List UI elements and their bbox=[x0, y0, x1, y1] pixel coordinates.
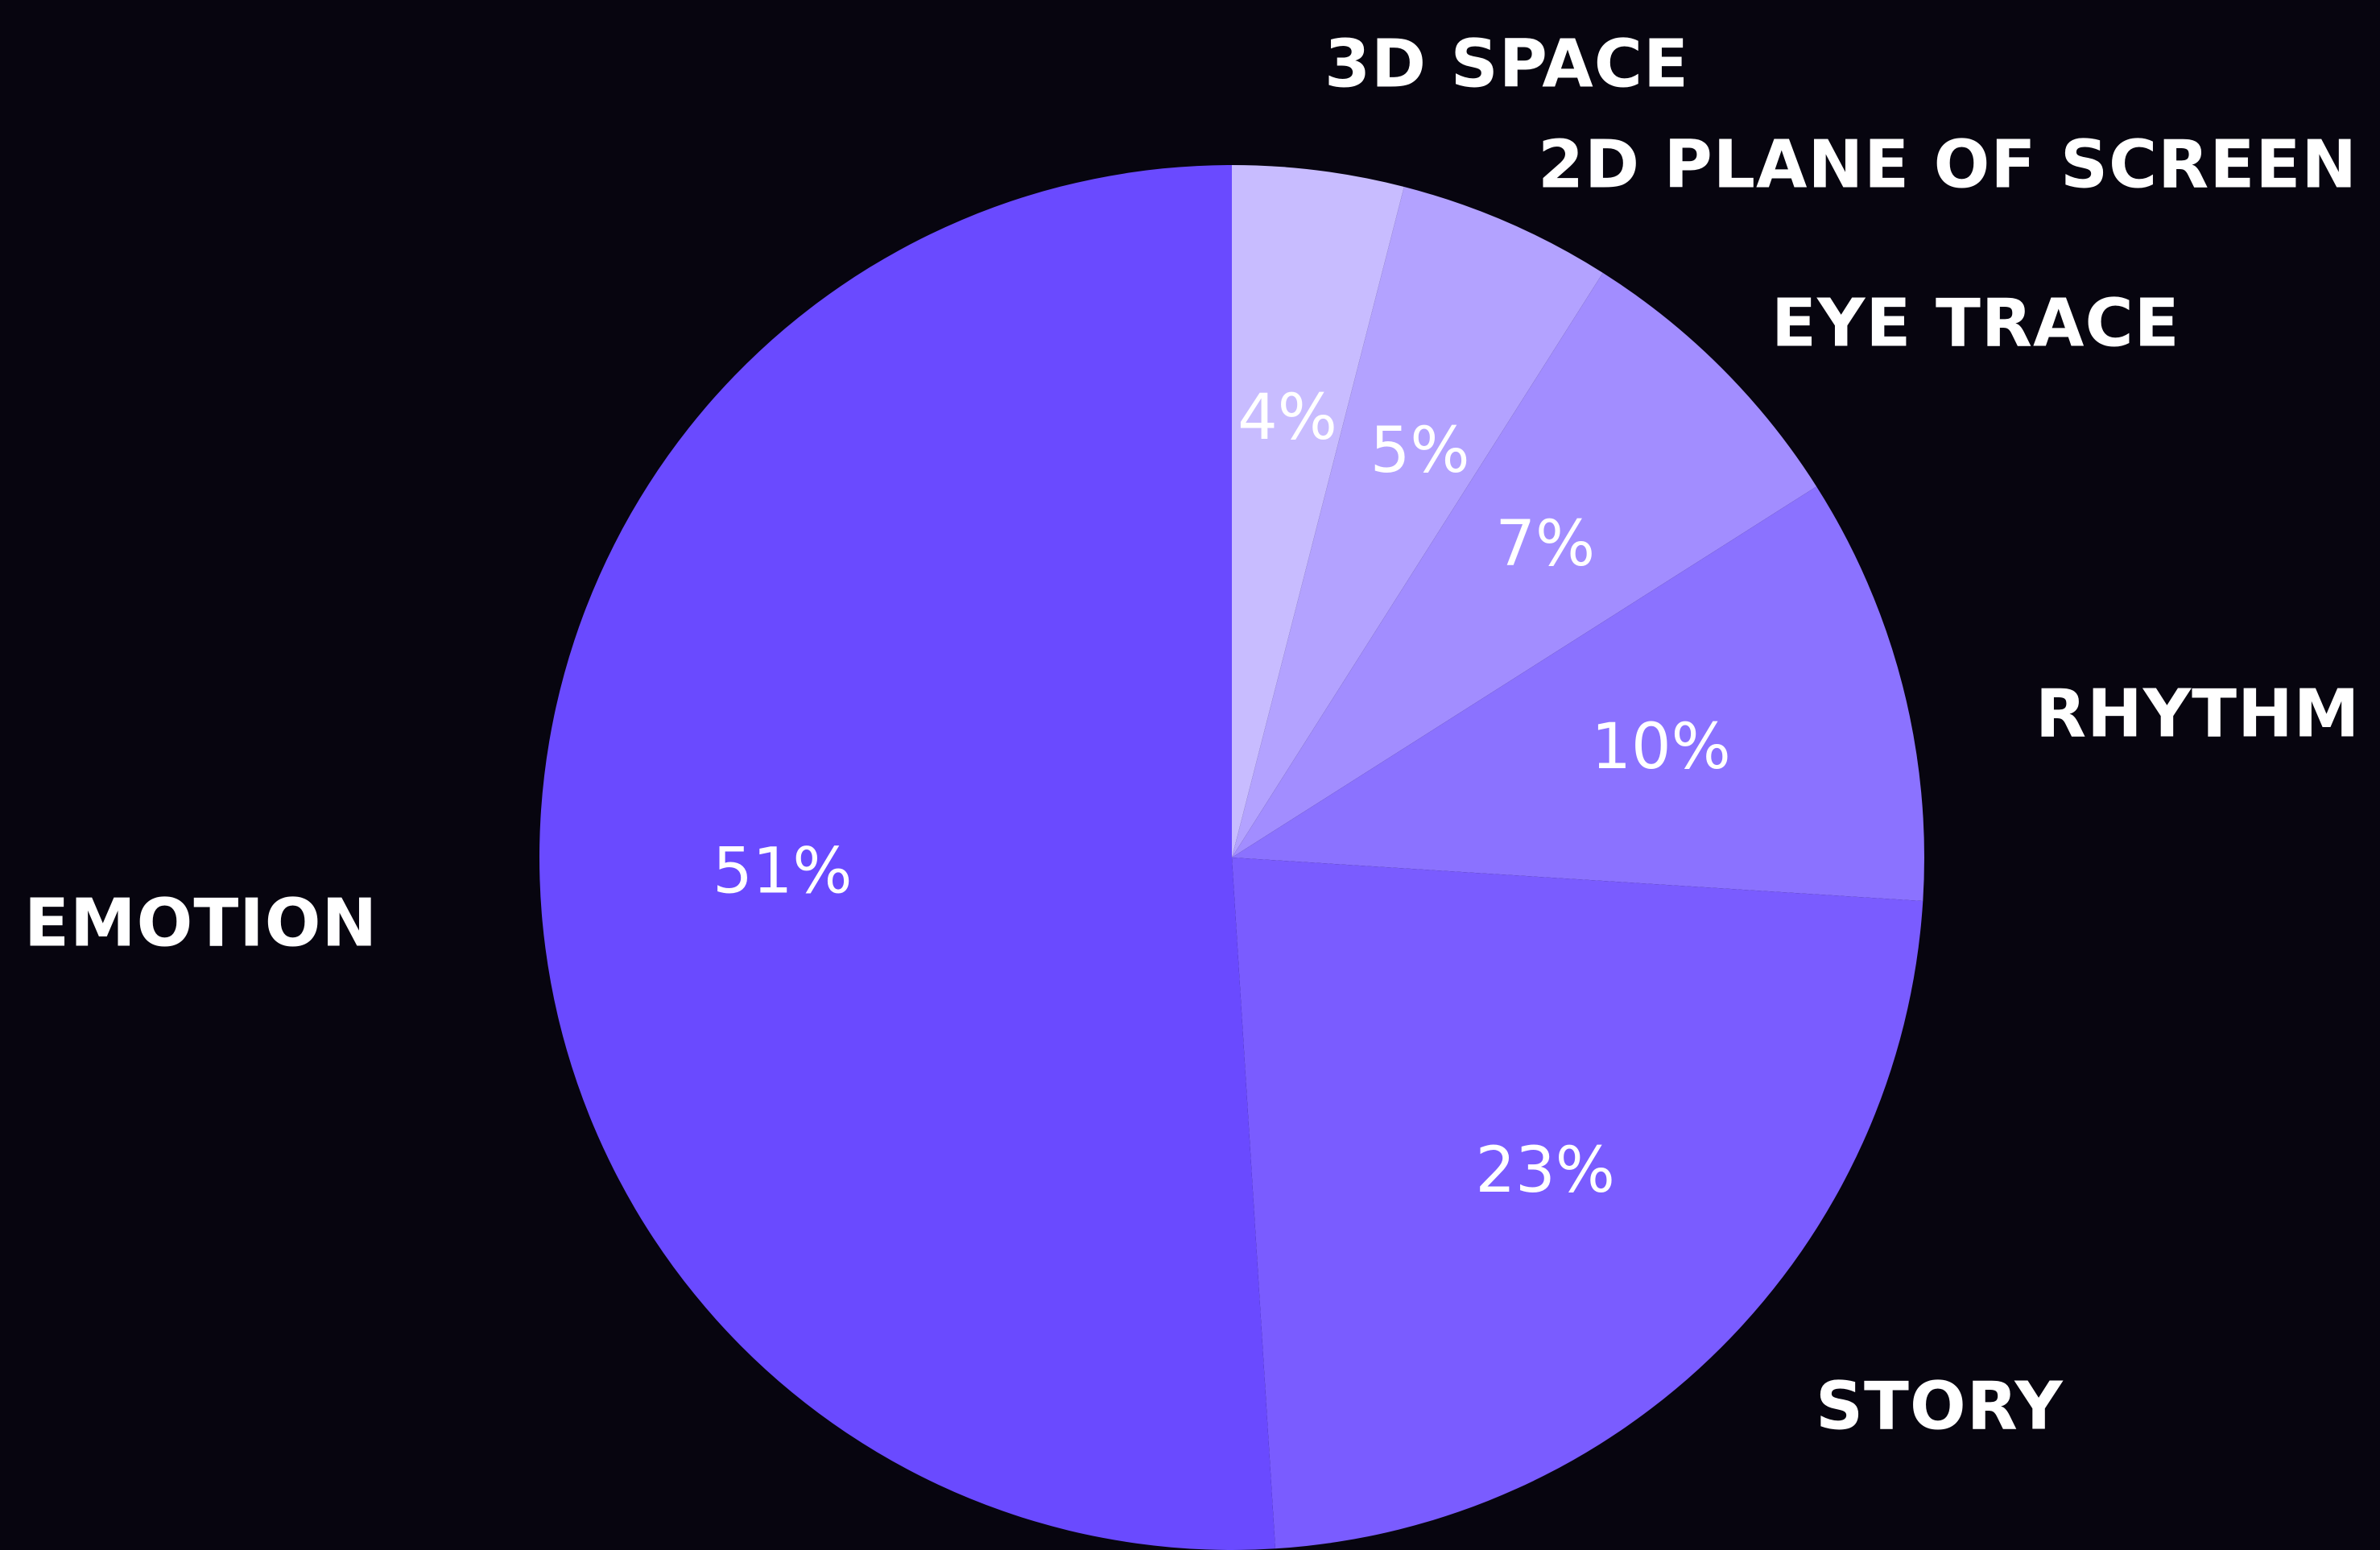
value-label-eye-trace: 7% bbox=[1495, 508, 1595, 581]
value-label-rhythm: 10% bbox=[1591, 711, 1730, 783]
value-label-emotion: 51% bbox=[713, 835, 852, 907]
category-labels-layer: 3D SPACE 2D PLANE OF SCREEN EYE TRACE RHYTH… bbox=[24, 27, 2360, 1445]
slices-layer bbox=[539, 165, 1924, 1550]
pie-slice-emotion bbox=[539, 165, 1275, 1550]
value-label-2d-plane-of-screen: 5% bbox=[1370, 415, 1470, 487]
category-label-emotion: EMOTION bbox=[24, 886, 378, 962]
category-label-2d-plane-of-screen: 2D PLANE OF SCREEN bbox=[1538, 127, 2357, 204]
category-label-eye-trace: EYE TRACE bbox=[1771, 286, 2180, 362]
pie-slice-eye-trace bbox=[1232, 272, 1817, 858]
category-label-story: STORY bbox=[1816, 1369, 2064, 1445]
percent-labels-layer: 4% 5% 7% 10% 23% 51% bbox=[713, 382, 1731, 1207]
category-label-rhythm: RHYTHM bbox=[2035, 676, 2360, 753]
pie-slice-rhythm bbox=[1232, 486, 1924, 901]
category-label-3d-space: 3D SPACE bbox=[1324, 27, 1689, 103]
value-label-3d-space: 4% bbox=[1238, 382, 1337, 454]
pie-slice-2d-plane-of-screen bbox=[1232, 187, 1603, 858]
pie-slice-3d-space bbox=[1232, 165, 1404, 858]
pie-slice-story bbox=[1232, 858, 1923, 1549]
value-label-story: 23% bbox=[1476, 1135, 1615, 1207]
